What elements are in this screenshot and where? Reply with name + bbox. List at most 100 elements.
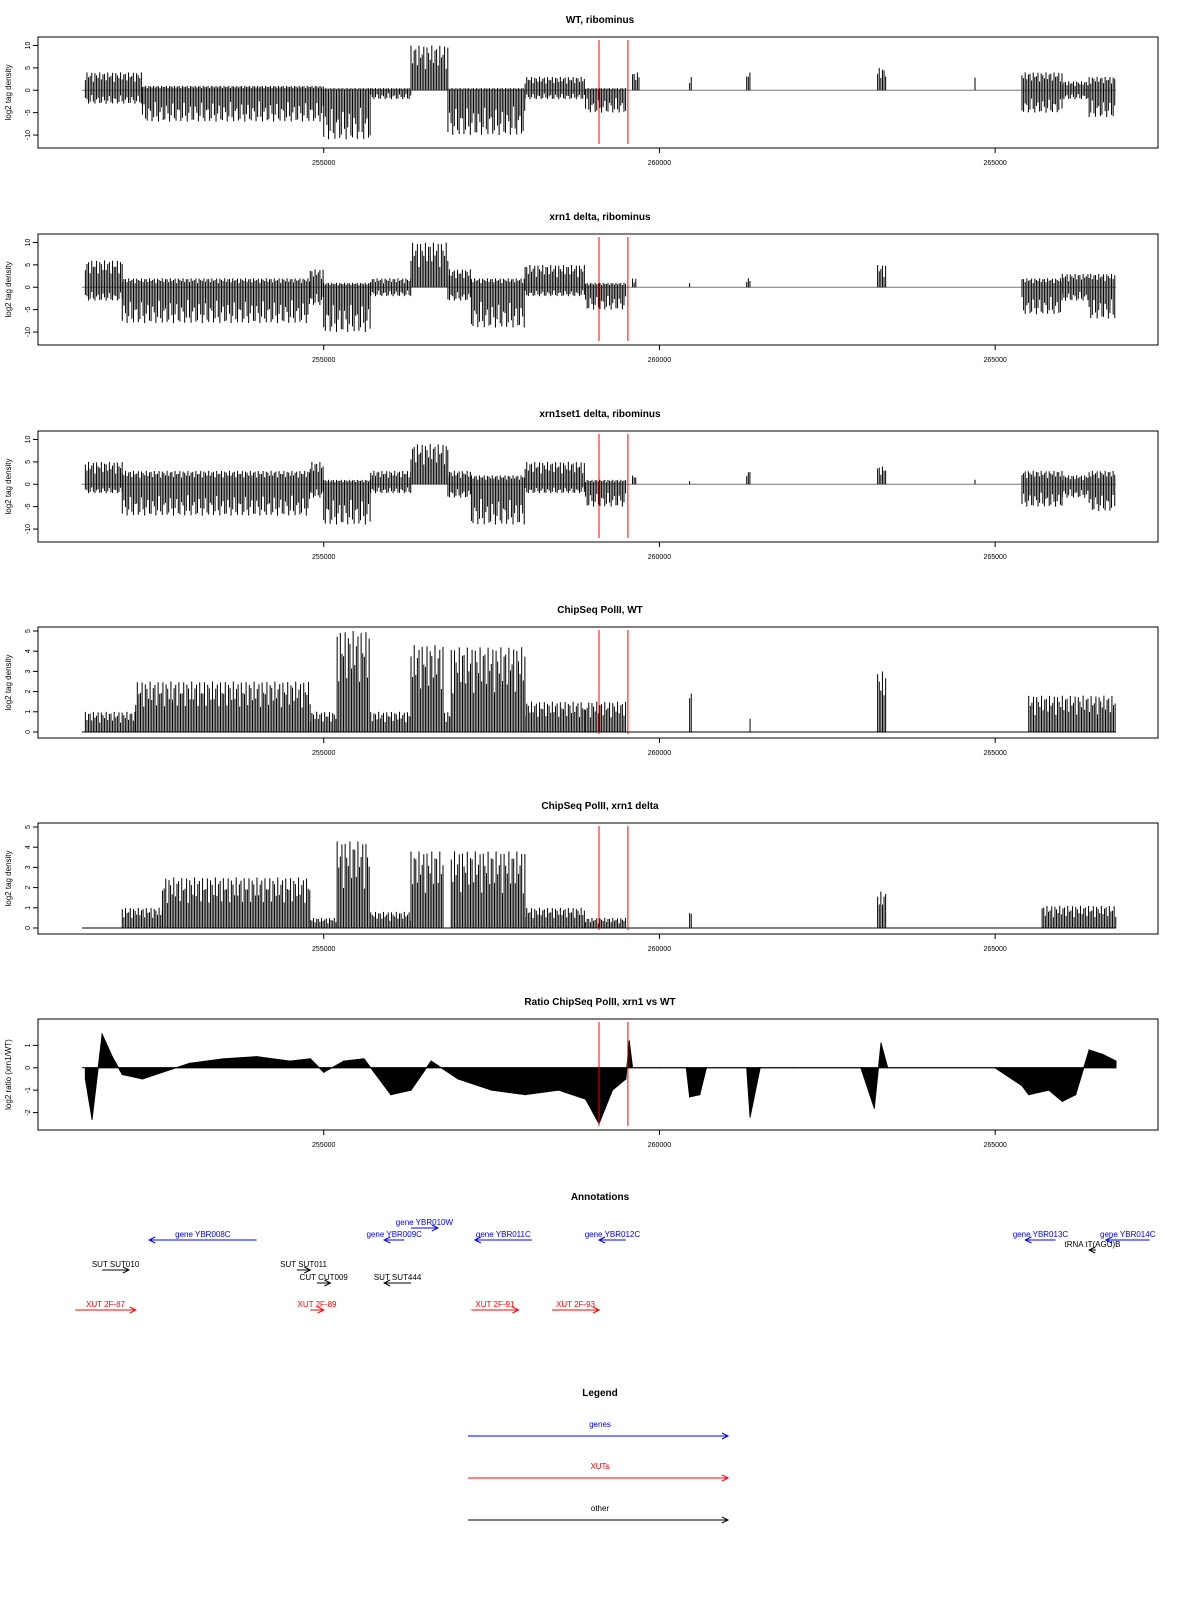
arrow-head <box>592 1306 601 1314</box>
annotations-track: Annotations gene YBR008C gene YBR009C gene … <box>75 1192 1156 1314</box>
y-axis-label: log2 tag density <box>4 261 13 317</box>
signal-region-5 <box>370 911 412 928</box>
feature-arrow <box>1088 1246 1096 1254</box>
arrow-head <box>148 1236 156 1244</box>
signal-region-3 <box>323 88 371 140</box>
signal-region-9 <box>632 72 640 91</box>
signal-region-14 <box>1028 695 1116 732</box>
ratio-point <box>746 1067 748 1069</box>
feature-6: gene YBR013C <box>1013 1230 1068 1244</box>
legend-arrow <box>468 1474 730 1482</box>
signal-region-9 <box>524 264 585 297</box>
track-panel-4: ChipSeq PolII, WT log2 tag density 0 1 2 3 4 5 2… <box>4 605 1159 757</box>
arrow-head <box>383 1279 391 1287</box>
signal-region-2 <box>121 470 310 516</box>
ratio-point <box>880 1042 882 1044</box>
signal-region-3 <box>309 269 324 306</box>
y-axis-label: log2 tag density <box>4 850 13 906</box>
feature-arrow <box>1024 1236 1056 1244</box>
arrow-head <box>1104 1236 1113 1244</box>
plot-frame <box>37 822 1159 935</box>
ratio-point <box>1048 1089 1050 1091</box>
ratio-point <box>705 1067 708 1069</box>
arrow-head <box>721 1474 730 1482</box>
x-tick-label: 260000 <box>648 1142 671 1149</box>
y-tick-label: 0 <box>25 482 32 486</box>
signal-region-2 <box>162 877 311 928</box>
plot-frame <box>37 1018 1159 1131</box>
signal-region-12 <box>1041 905 1117 928</box>
ratio-point <box>524 1094 526 1096</box>
y-tick-label: -10 <box>25 130 32 140</box>
ratio-point <box>994 1067 996 1069</box>
signal-region-1 <box>84 461 123 494</box>
signal-region-7 <box>447 470 471 498</box>
ratio-point <box>289 1060 291 1062</box>
signal-region-9 <box>585 917 627 928</box>
signal-region-16 <box>1021 470 1063 507</box>
x-tick-label: 265000 <box>983 554 1006 561</box>
legend-label: XUTs <box>590 1462 609 1471</box>
ratio-point <box>343 1060 345 1062</box>
signal-region-11 <box>877 891 887 928</box>
y-tick-label: 5 <box>25 263 32 267</box>
ratio-point <box>1115 1060 1117 1062</box>
signal-region-8 <box>585 88 627 113</box>
arrow-head <box>129 1306 137 1314</box>
feature-label: XUT 2F-89 <box>298 1300 338 1309</box>
signal-region-3 <box>309 917 337 928</box>
ratio-point <box>84 1078 86 1080</box>
ratio-point <box>457 1078 459 1080</box>
signal-region-1 <box>84 260 123 301</box>
legend: Legend genes XUTs other <box>468 1388 730 1524</box>
signal-region-3 <box>309 461 324 498</box>
x-tick-label: 265000 <box>983 357 1006 364</box>
signal-region-2 <box>135 681 311 732</box>
feature-arrow <box>75 1306 137 1314</box>
legend-arrow <box>468 1432 730 1440</box>
y-tick-label: 2 <box>25 886 32 890</box>
signal-region-6 <box>410 242 449 288</box>
arrow-head <box>304 1266 312 1274</box>
ratio-point <box>410 1089 412 1091</box>
plot-frame <box>37 430 1159 543</box>
feature-12: SUT SUT444 <box>374 1273 422 1287</box>
y-tick-label: 1 <box>25 710 32 714</box>
signal-region-5 <box>410 45 449 91</box>
ratio-point <box>141 1078 144 1080</box>
ratio-area-series <box>84 1032 1117 1125</box>
ratio-point <box>793 1067 795 1069</box>
y-axis-label: log2 tag density <box>4 458 13 514</box>
arrow-head <box>473 1236 482 1244</box>
signal-region-12 <box>877 68 887 91</box>
feature-label: XUT 2F-93 <box>556 1300 596 1309</box>
x-tick-label: 255000 <box>312 554 335 561</box>
ratio-point <box>558 1089 560 1091</box>
signal-region-13 <box>877 671 887 732</box>
ratio-point <box>699 1094 701 1096</box>
ratio-point <box>363 1058 365 1060</box>
y-tick-label: 5 <box>25 825 32 829</box>
arrow-head <box>324 1279 332 1287</box>
y-tick-label: 5 <box>25 629 32 633</box>
feature-7: gene YBR014C <box>1100 1230 1156 1244</box>
y-tick-label: 5 <box>25 66 32 70</box>
y-tick-label: -5 <box>25 503 32 509</box>
signal-region-3 <box>309 711 337 732</box>
y-tick-label: 2 <box>25 690 32 694</box>
feature-15: XUT 2F-91 <box>471 1300 520 1314</box>
signal-region-5 <box>370 711 412 732</box>
ratio-point <box>584 1098 587 1100</box>
feature-label: gene YBR008C <box>175 1230 231 1239</box>
plot-frame <box>37 626 1159 739</box>
feature-label: gene YBR009C <box>366 1230 422 1239</box>
arrow-head <box>721 1516 730 1524</box>
ratio-point <box>255 1055 258 1058</box>
signal-region-7 <box>524 76 585 100</box>
x-tick-label: 265000 <box>983 160 1006 167</box>
signal-region-5 <box>370 470 412 494</box>
signal-region-6 <box>410 443 449 485</box>
arrow-head <box>512 1306 520 1314</box>
signal-region-9 <box>524 461 585 494</box>
